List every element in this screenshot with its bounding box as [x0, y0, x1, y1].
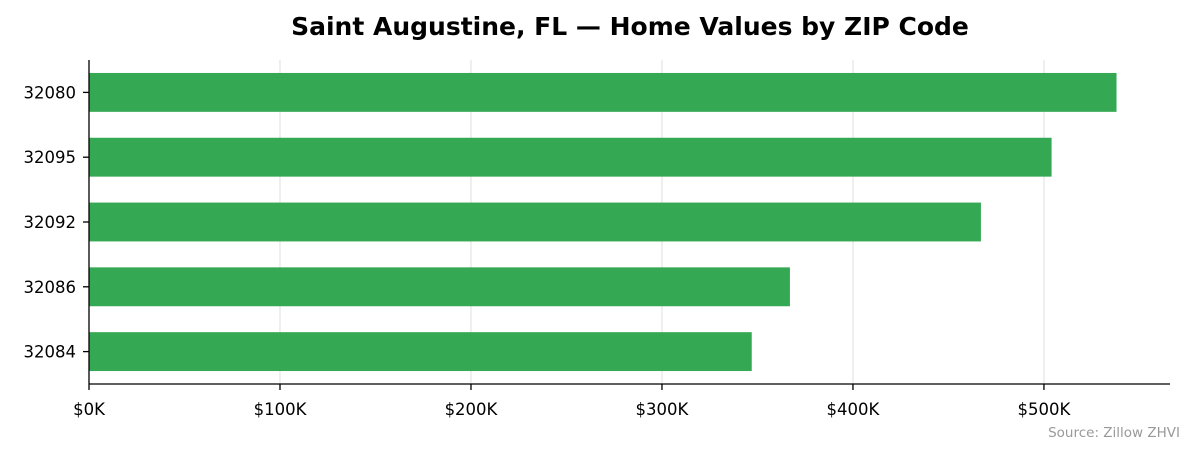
source-note: Source: Zillow ZHVI [1048, 425, 1180, 441]
x-tick-label: $200K [445, 400, 499, 419]
y-tick-label: 32080 [24, 83, 77, 102]
bar-32095 [89, 137, 1052, 177]
y-ticks: 32080 32095 32092 32086 32084 [24, 83, 89, 362]
y-tick-label: 32092 [24, 213, 77, 232]
bar-32080 [89, 72, 1117, 112]
bar-32084 [89, 332, 752, 372]
y-tick-label: 32084 [24, 343, 77, 362]
bar-32092 [89, 202, 981, 242]
x-tick-label: $0K [73, 400, 106, 419]
x-tick-label: $500K [1018, 400, 1072, 419]
bars [89, 72, 1117, 372]
y-tick-label: 32095 [24, 148, 77, 167]
x-ticks: $0K $100K $200K $300K $400K $500K [73, 384, 1072, 419]
y-tick-label: 32086 [24, 278, 77, 297]
bar-32086 [89, 267, 790, 307]
x-tick-label: $300K [636, 400, 690, 419]
x-tick-label: $400K [827, 400, 881, 419]
x-tick-label: $100K [254, 400, 308, 419]
chart-title: Saint Augustine, FL — Home Values by ZIP… [291, 12, 969, 41]
